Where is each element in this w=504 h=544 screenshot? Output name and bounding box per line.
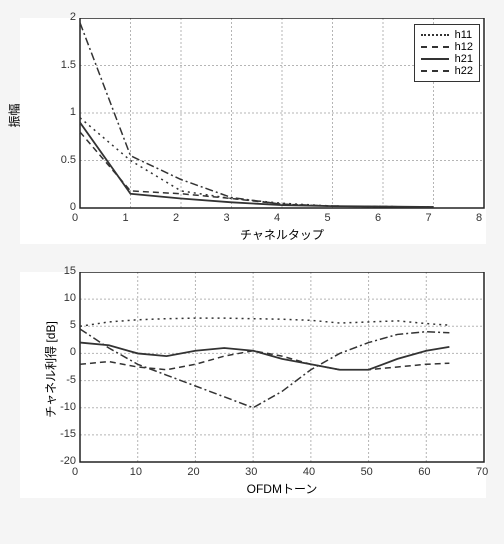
xtick-label: 30 — [245, 466, 257, 478]
legend-swatch — [421, 70, 449, 72]
legend-item: h12 — [421, 41, 473, 53]
ytick-label: 10 — [26, 292, 76, 304]
top-chart: 01234567800.511.52振幅チャネルタップh11h12h21h22 — [20, 18, 486, 244]
series-h22 — [80, 23, 434, 207]
xtick-label: 3 — [224, 212, 230, 224]
legend: h11h12h21h22 — [414, 24, 480, 82]
legend-label: h21 — [455, 53, 473, 65]
xtick-label: 4 — [274, 212, 280, 224]
legend-swatch — [421, 58, 449, 60]
y-axis-label: チャネル利得 [dB] — [42, 321, 59, 418]
xtick-label: 0 — [72, 212, 78, 224]
series-h21 — [80, 343, 449, 370]
legend-item: h22 — [421, 65, 473, 77]
xtick-label: 10 — [130, 466, 142, 478]
x-axis-label: チャネルタップ — [232, 226, 332, 243]
ytick-label: 15 — [26, 265, 76, 277]
xtick-label: 8 — [476, 212, 482, 224]
xtick-label: 1 — [123, 212, 129, 224]
series-h22 — [80, 329, 449, 408]
legend-label: h11 — [455, 29, 473, 41]
legend-swatch — [421, 34, 449, 36]
legend-item: h21 — [421, 53, 473, 65]
x-axis-label: OFDMトーン — [232, 480, 332, 497]
series-h12 — [80, 132, 434, 207]
ytick-label: 2 — [26, 11, 76, 23]
xtick-label: 6 — [375, 212, 381, 224]
ytick-label: 0.5 — [26, 154, 76, 166]
xtick-label: 5 — [325, 212, 331, 224]
legend-label: h12 — [455, 41, 473, 53]
xtick-label: 2 — [173, 212, 179, 224]
legend-label: h22 — [455, 65, 473, 77]
ytick-label: 0 — [26, 201, 76, 213]
xtick-label: 20 — [187, 466, 199, 478]
ytick-label: 1 — [26, 106, 76, 118]
ytick-label: 1.5 — [26, 59, 76, 71]
xtick-label: 40 — [303, 466, 315, 478]
y-axis-label: 振幅 — [6, 103, 23, 127]
series-h21 — [80, 123, 434, 208]
xtick-label: 7 — [426, 212, 432, 224]
bottom-chart: 010203040506070-20-15-10-5051015チャネル利得 [… — [20, 272, 486, 498]
xtick-label: 70 — [476, 466, 488, 478]
ytick-label: -20 — [26, 455, 76, 467]
legend-swatch — [421, 46, 449, 48]
series-h11 — [80, 318, 449, 326]
ytick-label: -15 — [26, 428, 76, 440]
xtick-label: 0 — [72, 466, 78, 478]
legend-item: h11 — [421, 29, 473, 41]
xtick-label: 60 — [418, 466, 430, 478]
xtick-label: 50 — [361, 466, 373, 478]
